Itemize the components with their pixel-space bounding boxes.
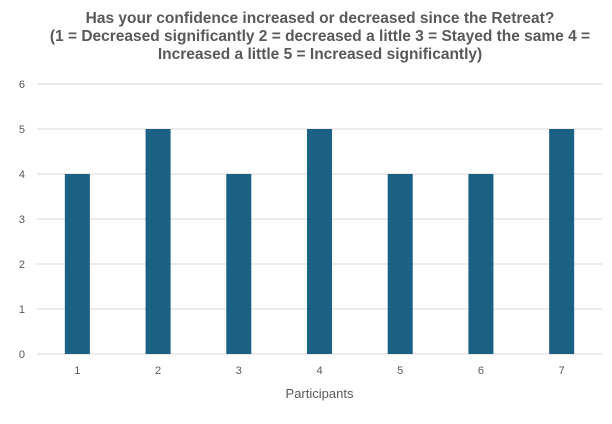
x-tick-label: 5 (397, 365, 403, 377)
y-tick-label: 0 (19, 349, 25, 361)
x-axis-label: Participants (286, 386, 354, 401)
x-tick-label: 3 (236, 365, 242, 377)
chart-title-block: Has your confidence increased or decreas… (40, 10, 600, 64)
y-tick-label: 3 (19, 214, 25, 226)
x-tick-label: 1 (74, 365, 80, 377)
y-tick-label: 1 (19, 304, 25, 316)
chart-subtitle: (1 = Decreased significantly 2 = decreas… (49, 28, 591, 63)
bar-4 (306, 129, 333, 354)
bar-3 (226, 174, 252, 354)
x-axis-ticks: 1 2 3 4 5 6 7 (74, 365, 564, 377)
x-tick-label: 2 (155, 365, 161, 377)
bar-6 (468, 174, 494, 354)
y-axis-ticks: 0 1 2 3 4 5 6 (19, 79, 25, 361)
x-tick-label: 4 (316, 365, 322, 377)
bar-7 (549, 129, 575, 354)
x-tick-label: 7 (559, 365, 565, 377)
y-tick-label: 5 (19, 124, 25, 136)
bars (64, 129, 575, 354)
y-tick-label: 2 (19, 259, 25, 271)
y-tick-label: 4 (19, 169, 25, 181)
bar-1 (64, 174, 90, 354)
bar-2 (145, 129, 171, 354)
chart-title: Has your confidence increased or decreas… (85, 10, 555, 27)
bar-5 (387, 174, 413, 354)
y-tick-label: 6 (19, 79, 25, 91)
x-tick-label: 6 (478, 365, 484, 377)
